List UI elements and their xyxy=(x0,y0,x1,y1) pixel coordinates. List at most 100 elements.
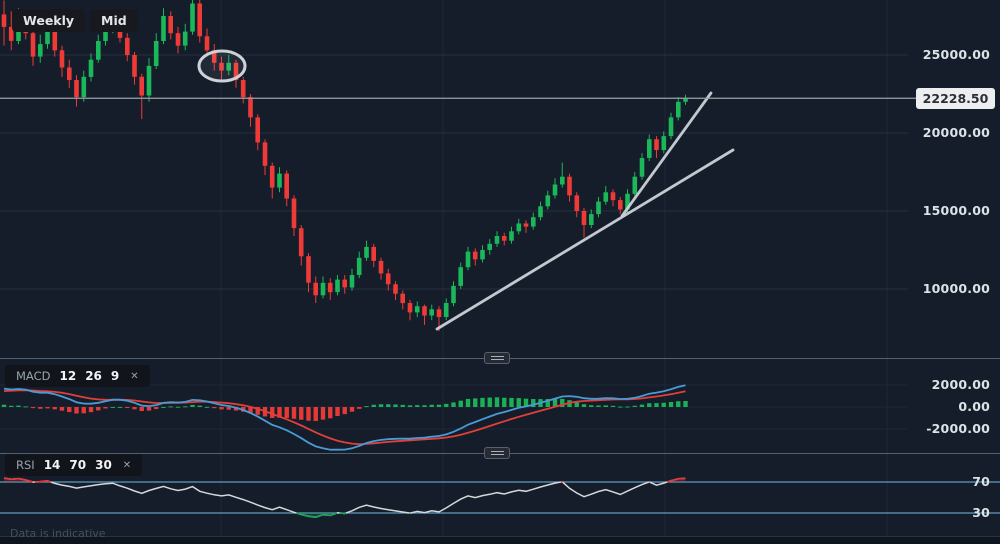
candle-body xyxy=(538,206,543,218)
rsi-overbought-segment xyxy=(666,477,686,483)
candle-body xyxy=(407,303,413,313)
candle-body xyxy=(378,260,384,274)
candle-body xyxy=(451,285,456,304)
candle-body xyxy=(306,256,311,283)
candle-body xyxy=(45,25,50,45)
candle-body xyxy=(342,279,347,288)
candle-body xyxy=(139,76,144,96)
price-axis-label: 15000.00 xyxy=(922,203,990,218)
macd-axis-label: -2000.00 xyxy=(926,421,990,436)
rsi-axis-label: 70 xyxy=(972,474,990,489)
gridlines xyxy=(0,0,908,536)
ellipse-annotation[interactable] xyxy=(197,49,247,83)
candle-body xyxy=(668,117,674,137)
candle-body xyxy=(414,306,420,313)
pane-resize-handle-macd[interactable] xyxy=(484,352,510,364)
rsi-param-oversold: 30 xyxy=(95,458,112,472)
candle-body xyxy=(161,16,166,41)
candle-body xyxy=(385,273,391,285)
macd-param-signal: 9 xyxy=(110,369,120,383)
candle-body xyxy=(226,62,231,71)
candle-body xyxy=(436,309,442,318)
candle-body xyxy=(197,3,202,37)
candle-body xyxy=(567,176,572,196)
trendline[interactable] xyxy=(435,148,735,331)
candle-body xyxy=(480,250,485,260)
candle-body xyxy=(96,41,101,60)
candle-body xyxy=(501,236,507,241)
candle-body xyxy=(190,3,195,32)
candle-body xyxy=(429,309,434,316)
rsi-overbought-fill xyxy=(4,478,33,482)
candle-body xyxy=(284,173,289,199)
pane-resize-handle-rsi[interactable] xyxy=(484,447,510,459)
candle-body xyxy=(589,214,594,225)
trendline[interactable] xyxy=(620,91,713,218)
candle-body xyxy=(574,195,580,211)
disclaimer-text: Data is indicative xyxy=(10,527,106,540)
candle-body xyxy=(618,200,623,210)
candle-body xyxy=(1,14,7,27)
candle-body xyxy=(269,165,275,188)
candle-body xyxy=(52,25,58,51)
rsi-overbought-segment xyxy=(3,477,33,483)
rsi-param-overbought: 70 xyxy=(69,458,87,472)
candle-body xyxy=(487,243,492,250)
candle-body xyxy=(661,136,667,151)
candle-body xyxy=(632,176,638,194)
candle-body xyxy=(74,80,79,98)
rsi-axis-label: 30 xyxy=(972,505,990,520)
candle-body xyxy=(516,223,522,232)
candle-body xyxy=(219,62,224,71)
candle-body xyxy=(443,303,449,317)
rsi-line xyxy=(3,477,686,518)
candle-body xyxy=(248,97,253,118)
candle-body xyxy=(400,293,405,304)
candle-body xyxy=(8,26,14,41)
macd-indicator-label[interactable]: MACD 12 26 9 ✕ xyxy=(5,365,150,387)
rsi-indicator-label[interactable]: RSI 14 70 30 ✕ xyxy=(5,454,143,476)
candle-body xyxy=(349,275,355,288)
candle-body xyxy=(422,306,427,316)
candle-body xyxy=(327,282,333,293)
price-axis-label: 10000.00 xyxy=(922,281,990,296)
candle-body xyxy=(393,284,398,294)
macd-axis-label: 2000.00 xyxy=(931,377,990,392)
candle-body xyxy=(211,50,217,63)
time-axis-strip[interactable] xyxy=(0,536,1000,544)
candle-body xyxy=(291,198,297,229)
candle-body xyxy=(30,33,36,57)
candle-body xyxy=(153,41,159,66)
candle-body xyxy=(465,251,471,268)
rsi-param-period: 14 xyxy=(43,458,61,472)
rsi-name: RSI xyxy=(16,458,35,472)
candle-body xyxy=(240,80,246,98)
candle-body xyxy=(531,217,536,227)
price-axis-label: 25000.00 xyxy=(922,47,990,62)
chart-type-button[interactable]: Mid xyxy=(90,9,138,32)
candle-body xyxy=(298,228,304,257)
candle-body xyxy=(320,282,326,296)
candle-body xyxy=(262,142,268,166)
candle-body xyxy=(146,65,152,96)
macd-close-icon[interactable]: ✕ xyxy=(130,370,139,382)
candle-body xyxy=(683,98,688,102)
timeframe-button[interactable]: Weekly xyxy=(12,9,86,32)
candle-body xyxy=(255,117,260,143)
rsi-close-icon[interactable]: ✕ xyxy=(122,459,132,471)
candle-body xyxy=(625,193,630,210)
candle-body xyxy=(676,101,681,118)
candle-body xyxy=(59,50,65,68)
price-axis-label: 20000.00 xyxy=(922,125,990,140)
candle-body xyxy=(603,192,609,202)
candle-body xyxy=(458,267,463,286)
rsi-overbought-segment xyxy=(34,480,52,483)
candle-body xyxy=(81,76,87,98)
candle-body xyxy=(523,223,529,227)
candle-body xyxy=(581,211,587,225)
candle-body xyxy=(132,55,137,77)
candle-body xyxy=(103,25,108,41)
rsi-oversold-segment xyxy=(296,512,338,519)
